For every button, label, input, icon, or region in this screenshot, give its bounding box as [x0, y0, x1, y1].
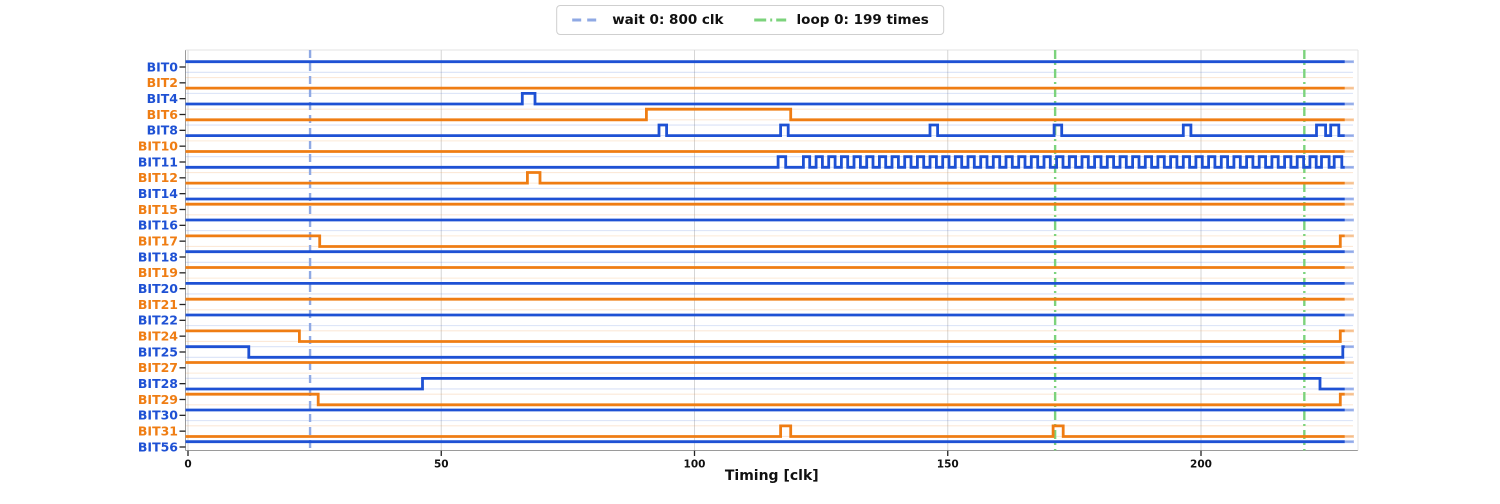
signal-label: BIT29 — [138, 392, 178, 407]
signal-row-BIT17: BIT17 — [138, 233, 1354, 248]
signal-row-BIT29: BIT29 — [138, 392, 1354, 407]
signal-row-BIT16: BIT16 — [138, 218, 1354, 233]
wait-line-sample-icon — [572, 18, 603, 22]
signal-row-BIT10: BIT10 — [138, 138, 1354, 153]
signal-trace — [185, 377, 1345, 391]
signal-label: BIT19 — [138, 265, 178, 280]
x-tick-label: 150 — [937, 459, 959, 471]
signal-label: BIT27 — [138, 360, 178, 375]
signal-label: BIT28 — [138, 376, 178, 391]
signal-row-BIT6: BIT6 — [147, 107, 1354, 122]
signal-label: BIT21 — [138, 297, 178, 312]
signal-row-BIT12: BIT12 — [138, 170, 1354, 185]
signal-row-BIT19: BIT19 — [138, 265, 1354, 280]
signal-row-BIT30: BIT30 — [138, 408, 1354, 423]
signal-label: BIT15 — [138, 202, 178, 217]
signal-trace — [185, 107, 1345, 122]
signal-row-BIT24: BIT24 — [138, 328, 1354, 343]
signal-row-BIT25: BIT25 — [138, 344, 1354, 359]
signal-row-BIT22: BIT22 — [138, 313, 1354, 328]
signal-row-BIT11: BIT11 — [138, 154, 1354, 169]
signal-row-BIT14: BIT14 — [138, 186, 1354, 201]
signal-trace — [185, 123, 1345, 137]
signal-label: BIT31 — [138, 423, 178, 438]
signal-trace — [185, 171, 1345, 185]
legend-label-loop: loop 0: 199 times — [796, 12, 929, 28]
signal-label: BIT17 — [138, 233, 178, 248]
loop-line-sample-icon — [754, 18, 787, 22]
x-tick-label: 50 — [434, 459, 449, 471]
signal-label: BIT24 — [138, 328, 178, 343]
legend-item-loop: loop 0: 199 times — [754, 12, 929, 28]
signal-row-BIT28: BIT28 — [138, 376, 1354, 391]
signal-label: BIT6 — [147, 107, 179, 122]
x-tick-label: 0 — [184, 459, 191, 471]
signal-trace — [185, 234, 1345, 248]
signal-row-BIT27: BIT27 — [138, 360, 1354, 375]
x-tick-label: 200 — [1190, 459, 1212, 471]
signal-label: BIT18 — [138, 249, 178, 264]
signal-row-BIT21: BIT21 — [138, 297, 1354, 312]
signal-trace — [185, 155, 1345, 169]
signal-label: BIT20 — [138, 281, 178, 296]
signal-label: BIT25 — [138, 344, 178, 359]
signal-trace — [185, 92, 1345, 106]
signal-label: BIT2 — [147, 75, 178, 90]
signal-label: BIT56 — [138, 439, 178, 454]
signal-row-BIT0: BIT0 — [147, 59, 1354, 74]
signal-row-BIT20: BIT20 — [138, 281, 1354, 296]
x-tick-label: 100 — [684, 459, 706, 471]
signal-trace — [185, 329, 1345, 343]
signal-row-BIT8: BIT8 — [147, 123, 1354, 138]
signal-label: BIT0 — [147, 59, 179, 74]
signal-label: BIT16 — [138, 218, 178, 233]
signal-row-BIT4: BIT4 — [147, 91, 1354, 106]
signal-row-BIT18: BIT18 — [138, 249, 1354, 264]
signal-label: BIT4 — [147, 91, 179, 106]
signal-trace — [185, 424, 1345, 438]
signal-label: BIT12 — [138, 170, 178, 185]
signal-label: BIT14 — [138, 186, 178, 201]
signal-row-BIT56: BIT56 — [138, 439, 1354, 454]
signal-trace — [185, 392, 1345, 407]
signal-label: BIT30 — [138, 408, 178, 423]
signal-label: BIT11 — [138, 154, 178, 169]
signal-label: BIT22 — [138, 313, 178, 328]
signal-label: BIT10 — [138, 138, 178, 153]
signal-row-BIT2: BIT2 — [147, 75, 1354, 90]
signal-label: BIT8 — [147, 123, 178, 138]
legend-item-wait: wait 0: 800 clk — [571, 12, 724, 28]
signal-trace — [185, 345, 1345, 359]
x-axis-label: Timing [clk] — [725, 468, 819, 484]
legend: wait 0: 800 clk loop 0: 199 times — [556, 5, 944, 35]
legend-label-wait: wait 0: 800 clk — [612, 12, 724, 28]
signal-row-BIT15: BIT15 — [138, 202, 1354, 217]
signal-row-BIT31: BIT31 — [138, 423, 1354, 438]
